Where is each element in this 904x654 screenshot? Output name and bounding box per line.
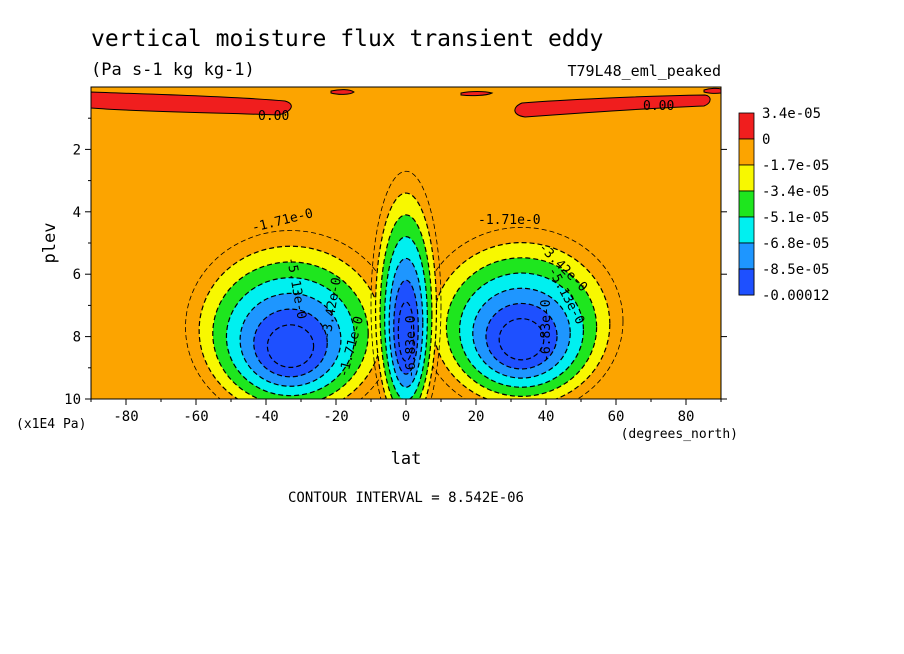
positive-patch-1	[330, 89, 355, 95]
colorbar-swatch	[738, 112, 755, 140]
contour-label-zero-north: 0.00	[643, 99, 674, 114]
contour-label-north-4: -6.83e-0	[539, 299, 554, 362]
x-tick-label: 40	[538, 409, 555, 425]
y-axis: 2 4 6 8 10	[64, 117, 727, 408]
colorbar-legend: 3.4e-05 0 -1.7e-05 -3.4e-05 -5.1e-05 -6.8e-05…	[738, 106, 829, 304]
x-tick-label: -60	[183, 409, 208, 425]
colorbar-label: -8.5e-05	[762, 262, 829, 278]
southern-cell	[185, 230, 396, 399]
equatorial-cell	[370, 170, 442, 399]
colorbar-swatch-last	[738, 268, 755, 296]
southern-cell-contour-6	[266, 324, 315, 368]
x-tick-label: 20	[468, 409, 485, 425]
run-label: T79L48_eml_peaked	[567, 62, 721, 80]
x-tick-label: -40	[253, 409, 278, 425]
equatorial-cell-contour-6	[397, 301, 415, 362]
positive-strip-north	[514, 94, 711, 118]
colorbar-swatch	[738, 164, 755, 192]
equatorial-cell-contour-0	[370, 170, 442, 399]
x-axis: -80 -60 -40 -20 0 20 40 60 80	[90, 399, 722, 425]
contour-label-equator: -6.83e-0	[404, 315, 419, 378]
colorbar-label: 0	[762, 132, 770, 148]
y-tick-label: 4	[73, 205, 81, 221]
colorbar-swatch	[738, 190, 755, 218]
colorbar-label: -5.1e-05	[762, 210, 829, 226]
x-tick-label: 60	[608, 409, 625, 425]
y-axis-units: (x1E4 Pa)	[16, 417, 86, 432]
x-tick-label: -20	[323, 409, 348, 425]
x-tick-label: -80	[113, 409, 138, 425]
colorbar-label: -6.8e-05	[762, 236, 829, 252]
y-tick-label: 10	[64, 392, 81, 408]
chart-title: vertical moisture flux transient eddy	[91, 26, 603, 52]
y-tick-label: 8	[73, 330, 81, 346]
colorbar-label: 3.4e-05	[762, 106, 821, 122]
positive-patch-3	[703, 87, 721, 94]
contour-label-north-1: -1.71e-0	[478, 213, 541, 228]
x-axis-label: lat	[391, 449, 422, 469]
northern-cell-contour-6	[498, 318, 545, 361]
positive-patch-2	[460, 91, 494, 97]
colorbar-swatch	[738, 242, 755, 270]
y-axis-label: plev	[40, 223, 60, 264]
x-axis-units: (degrees_north)	[621, 427, 738, 442]
x-tick-label: 80	[678, 409, 695, 425]
colorbar-swatch	[738, 138, 755, 166]
colorbar-label: -1.7e-05	[762, 158, 829, 174]
y-tick-label: 2	[73, 142, 81, 158]
y-tick-label: 6	[73, 267, 81, 283]
contour-interval-note: CONTOUR INTERVAL = 8.542E-06	[288, 490, 524, 506]
positive-strip-south	[91, 91, 292, 116]
plot-area: 0.00 0.00 -1.71e-0 -1.71e-0 -3.42e-0 -5.…	[91, 87, 721, 399]
chart-units: (Pa s-1 kg kg-1)	[91, 60, 255, 80]
northern-cell	[419, 227, 624, 399]
colorbar-label: -3.4e-05	[762, 184, 829, 200]
colorbar-label: -0.00012	[762, 288, 829, 304]
colorbar-swatch	[738, 216, 755, 244]
contour-label-zero-south: 0.00	[258, 109, 289, 124]
x-tick-label: 0	[402, 409, 410, 425]
